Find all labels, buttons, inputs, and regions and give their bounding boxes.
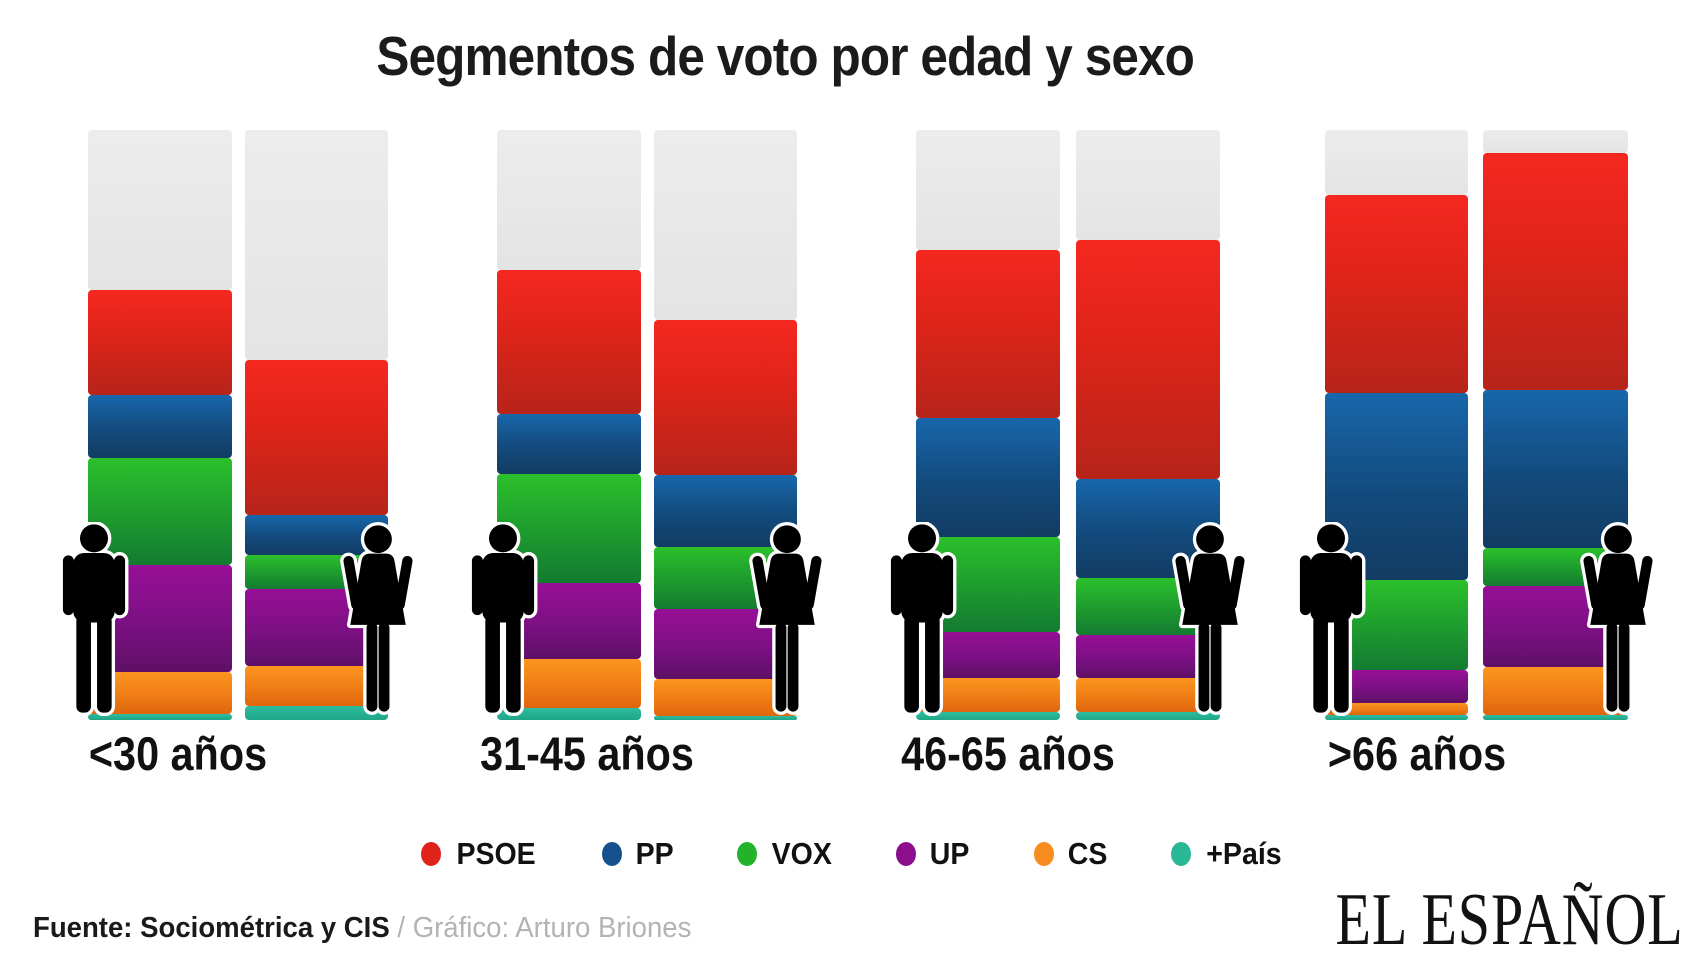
bar-segment-pais bbox=[88, 714, 232, 720]
bar-segment-psoe bbox=[497, 270, 641, 414]
legend-label: PSOE bbox=[456, 836, 537, 871]
age-group-label: 46-65 años bbox=[887, 726, 1130, 781]
legend: PSOE PP VOX UP CS +País bbox=[0, 836, 1706, 872]
legend-item-vox: VOX bbox=[737, 836, 834, 872]
bar-segment-pais bbox=[497, 708, 641, 720]
legend-label: +País bbox=[1205, 836, 1282, 871]
bar-segment-pp bbox=[916, 418, 1060, 537]
legend-label: UP bbox=[930, 836, 970, 871]
legend-item-up: UP bbox=[896, 836, 971, 872]
legend-item-pais: +País bbox=[1170, 836, 1285, 872]
bar-segment-resto bbox=[245, 130, 388, 360]
bar-segment-resto bbox=[1076, 130, 1220, 240]
age-group-label-text: 46-65 años bbox=[901, 727, 1115, 780]
bar-segment-pp bbox=[497, 414, 641, 474]
legend-label: PP bbox=[635, 836, 674, 871]
age-group-label: <30 años bbox=[77, 726, 279, 781]
bar-segment-pp bbox=[1325, 393, 1468, 580]
legend-item-pp: PP bbox=[601, 836, 675, 872]
footer-separator: / bbox=[397, 912, 413, 944]
legend-label: CS bbox=[1067, 836, 1107, 871]
bar-segment-vox bbox=[88, 458, 232, 565]
vox-legend-dot-icon bbox=[737, 842, 757, 866]
bar-segment-pais bbox=[1325, 715, 1468, 720]
bar-segment-psoe bbox=[1483, 153, 1628, 390]
legend-label: VOX bbox=[771, 836, 832, 871]
female-icon bbox=[1172, 522, 1248, 715]
bar-segment-resto bbox=[654, 130, 797, 320]
legend-item-cs: CS bbox=[1033, 836, 1109, 872]
bar-segment-pais bbox=[245, 706, 388, 720]
bar-segment-resto bbox=[88, 130, 232, 290]
bar-segment-psoe bbox=[654, 320, 797, 475]
bar-segment-resto bbox=[1325, 130, 1468, 195]
cs-legend-dot-icon bbox=[1033, 842, 1054, 866]
male-icon bbox=[887, 520, 957, 716]
female-pictogram bbox=[337, 522, 419, 723]
pp-legend-dot-icon bbox=[601, 842, 622, 866]
bar-segment-resto bbox=[497, 130, 641, 270]
publisher-logo: EL ESPAÑOL bbox=[1335, 879, 1684, 960]
age-group-label-text: 31-45 años bbox=[480, 727, 694, 780]
female-pictogram bbox=[1577, 522, 1659, 723]
bar-segment-psoe bbox=[1076, 240, 1220, 479]
male-pictogram bbox=[55, 520, 133, 723]
age-group-label: 31-45 años bbox=[466, 726, 709, 781]
bar-segment-resto bbox=[1483, 130, 1628, 153]
bar-segment-pais bbox=[1483, 715, 1628, 720]
female-pictogram bbox=[746, 522, 828, 723]
age-group-label-text: >66 años bbox=[1327, 727, 1506, 780]
footer-source: Fuente: Sociométrica y CIS bbox=[33, 912, 390, 944]
male-icon bbox=[468, 520, 538, 716]
bar-31-45 años-mujer bbox=[654, 130, 797, 720]
female-icon bbox=[340, 522, 416, 715]
bar-segment-pp bbox=[88, 395, 232, 458]
chart-title: Segmentos de voto por edad y sexo bbox=[0, 24, 1570, 88]
legend-item-psoe: PSOE bbox=[421, 836, 539, 872]
male-pictogram bbox=[883, 520, 961, 723]
psoe-legend-dot-icon bbox=[421, 842, 442, 866]
chart-title-text: Segmentos de voto por edad y sexo bbox=[376, 25, 1194, 87]
female-pictogram bbox=[1169, 522, 1251, 723]
footer-credit: Gráfico: Arturo Briones bbox=[412, 912, 692, 944]
bar-segment-psoe bbox=[1325, 195, 1468, 393]
bar-segment-psoe bbox=[245, 360, 388, 515]
bar-segment-psoe bbox=[916, 250, 1060, 418]
bar-segment-cs bbox=[1325, 703, 1468, 715]
male-icon bbox=[59, 520, 129, 716]
male-icon bbox=[1296, 520, 1366, 716]
bar-segment-psoe bbox=[88, 290, 232, 395]
bar-segment-pais bbox=[916, 712, 1060, 720]
male-pictogram bbox=[1292, 520, 1370, 723]
female-icon bbox=[749, 522, 825, 715]
bar-segment-pp bbox=[1483, 390, 1628, 548]
female-icon bbox=[1580, 522, 1656, 715]
up-legend-dot-icon bbox=[896, 842, 917, 866]
footer: Fuente: Sociométrica y CIS / Gráfico: Ar… bbox=[33, 912, 726, 945]
bar-segment-pais bbox=[1076, 712, 1220, 720]
pais-legend-dot-icon bbox=[1170, 842, 1191, 866]
age-group-label: >66 años bbox=[1315, 726, 1517, 781]
age-group-label-text: <30 años bbox=[88, 727, 268, 780]
bar-segment-resto bbox=[916, 130, 1060, 250]
bar-segment-pais bbox=[654, 716, 797, 720]
male-pictogram bbox=[464, 520, 542, 723]
